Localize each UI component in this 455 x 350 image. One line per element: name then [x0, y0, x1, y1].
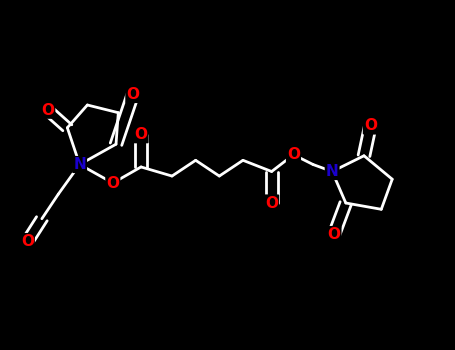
Text: O: O: [328, 227, 340, 242]
Text: O: O: [135, 127, 147, 142]
Text: O: O: [126, 87, 139, 102]
Text: O: O: [106, 176, 119, 190]
Text: N: N: [73, 157, 86, 172]
Text: O: O: [21, 234, 34, 249]
Text: O: O: [41, 103, 54, 118]
Text: O: O: [287, 147, 300, 162]
Text: N: N: [326, 164, 339, 179]
Text: O: O: [364, 119, 377, 133]
Text: O: O: [265, 196, 278, 210]
